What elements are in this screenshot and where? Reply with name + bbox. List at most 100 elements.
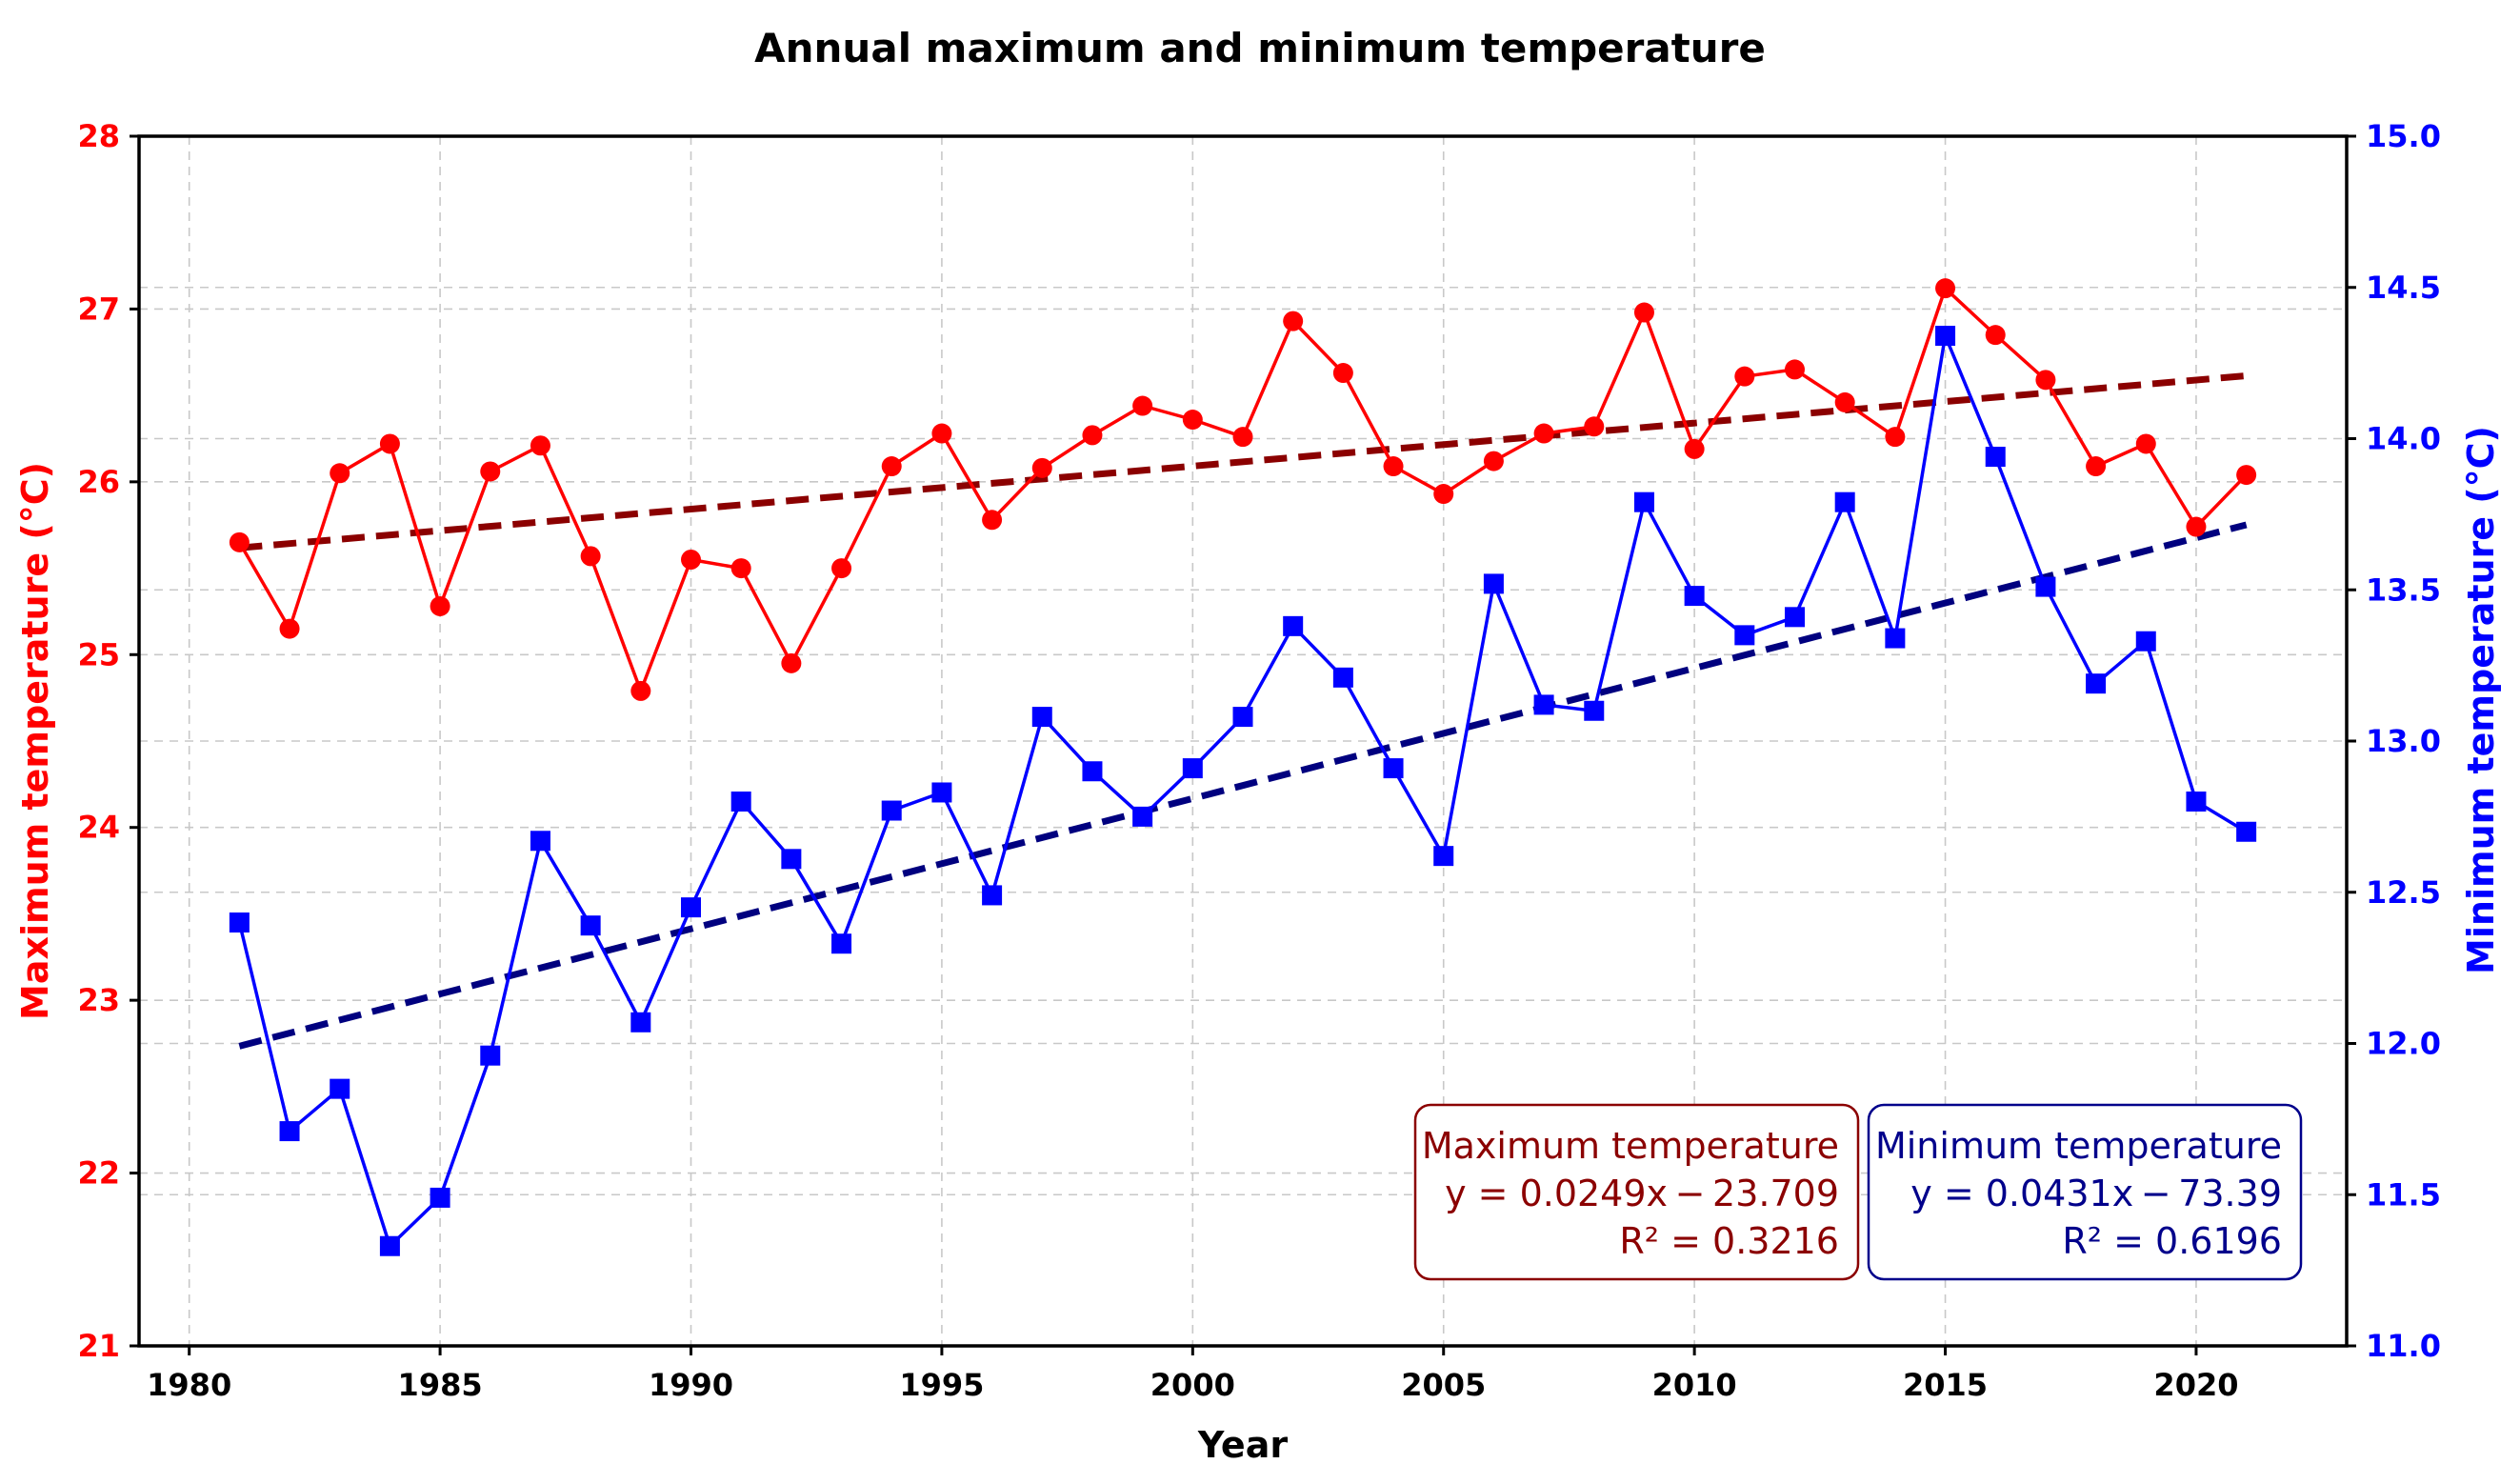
min-annotation-equation: y = 0.0431x − 73.39 <box>1910 1173 2282 1214</box>
min-annotation-title: Minimum temperature <box>1875 1125 2282 1167</box>
max-temperature-point <box>1734 366 1755 387</box>
max-temperature-point <box>1533 423 1554 444</box>
max-temperature-point <box>2236 465 2257 486</box>
y-right-tick-label: 14.0 <box>2366 421 2441 457</box>
max-temperature-point <box>630 680 651 701</box>
max-temperature-point <box>881 456 902 477</box>
max-temperature-point <box>2186 516 2207 537</box>
min-temperature-point <box>1082 761 1103 782</box>
min-annotation-box <box>1867 1103 2303 1281</box>
min-temperature-point <box>1383 758 1404 779</box>
max-temperature-point <box>1935 278 1956 299</box>
max-temperature-point <box>1584 416 1605 437</box>
max-temperature-point <box>1132 395 1153 416</box>
max-temperature-point <box>1332 363 1353 384</box>
min-temperature-point <box>1232 707 1253 728</box>
min-temperature-point <box>1834 491 1855 512</box>
y-axis-left: 21 22 23 24 25 26 27 28 <box>77 118 139 1364</box>
min-trend-annotation: Minimum temperature y = 0.0431x − 73.39 … <box>1867 1103 2303 1281</box>
y-left-tick-label: 28 <box>77 118 120 154</box>
y-right-tick-label: 13.5 <box>2366 572 2441 608</box>
min-temperature-point <box>2035 576 2056 597</box>
min-temperature-point <box>831 933 852 954</box>
x-tick-label: 2010 <box>1652 1367 1737 1403</box>
min-trendline <box>238 521 2248 1050</box>
max-temperature-point <box>1633 302 1654 323</box>
min-temperature-point <box>480 1045 501 1066</box>
x-axis: 1980 1985 1990 1995 2000 2005 2010 2015 2020 <box>147 1346 2238 1403</box>
min-temperature-point <box>580 915 601 936</box>
max-temperature-point <box>730 558 751 579</box>
max-annotation-r2: R² = 0.3216 <box>1619 1220 1839 1262</box>
min-temperature-point <box>1483 573 1504 594</box>
max-temperature-point <box>1483 451 1504 471</box>
max-temperature-point <box>530 435 550 456</box>
min-temperature-point <box>1031 707 1052 728</box>
min-temperature-point <box>982 885 1003 906</box>
max-temperature-point <box>1383 456 1404 477</box>
y-left-tick-label: 24 <box>77 810 120 846</box>
min-temperature-point <box>681 897 701 918</box>
max-temperature-point <box>1283 311 1304 331</box>
max-temperature-point <box>781 652 802 673</box>
min-temperature-point <box>931 782 952 803</box>
x-tick-label: 1985 <box>398 1367 483 1403</box>
y-left-tick-label: 23 <box>77 982 120 1018</box>
y-right-tick-label: 14.5 <box>2366 270 2441 306</box>
min-temperature-point <box>1684 586 1705 607</box>
y-right-tick-label: 12.5 <box>2366 874 2441 911</box>
min-temperature-point <box>1885 628 1906 649</box>
y-right-tick-label: 12.0 <box>2366 1026 2441 1062</box>
min-temperature-point <box>1182 758 1203 779</box>
max-temperature-point <box>982 510 1003 531</box>
min-temperature-point <box>1584 700 1605 721</box>
max-temperature-point <box>379 433 400 454</box>
max-trendline <box>239 371 2247 551</box>
min-temperature-point <box>229 912 250 933</box>
max-temperature-point <box>1232 427 1253 448</box>
max-annotation-equation: y = 0.0249x − 23.709 <box>1445 1173 1839 1214</box>
max-temperature-point <box>2086 456 2107 477</box>
max-trend-annotation: Maximum temperature y = 0.0249x − 23.709… <box>1413 1103 1860 1281</box>
max-temperature-point <box>931 423 952 444</box>
y-right-tick-label: 11.0 <box>2366 1328 2441 1364</box>
x-tick-label: 2000 <box>1150 1367 1235 1403</box>
min-temperature-point <box>1433 846 1454 867</box>
min-temperature-point <box>781 849 802 870</box>
min-temperature-point <box>1785 607 1805 628</box>
x-tick-label: 1980 <box>147 1367 231 1403</box>
min-temperature-point <box>881 800 902 821</box>
min-temperature-point <box>430 1187 450 1208</box>
min-temperature-point <box>2086 673 2107 694</box>
min-temperature-point <box>330 1078 350 1099</box>
x-axis-label: Year <box>1197 1424 1288 1466</box>
min-temperature-point <box>730 792 751 812</box>
max-temperature-point <box>2135 433 2156 454</box>
max-temperature-point <box>430 595 450 616</box>
max-temperature-point <box>1433 484 1454 505</box>
y-right-tick-label: 15.0 <box>2366 118 2441 154</box>
min-temperature-point <box>1283 615 1304 636</box>
max-temperature-point <box>831 558 852 579</box>
x-tick-label: 1990 <box>649 1367 733 1403</box>
min-temperature-point <box>1985 447 2006 468</box>
max-temperature-point <box>1031 457 1052 478</box>
max-temperature-point <box>1785 359 1805 380</box>
max-annotation-box <box>1413 1103 1860 1281</box>
min-temperature-point <box>1935 326 1956 347</box>
max-temperature-point <box>229 531 250 552</box>
max-temperature-point <box>580 546 601 567</box>
min-temperature-point <box>1734 625 1755 646</box>
max-temperature-point <box>1834 391 1855 412</box>
min-temperature-point <box>530 831 550 852</box>
max-temperature-point <box>279 618 300 639</box>
y-right-tick-label: 11.5 <box>2366 1176 2441 1213</box>
min-temperature-point <box>279 1121 300 1142</box>
max-temperature-point <box>1985 325 2006 346</box>
data-series <box>229 278 2257 1256</box>
min-temperature-point <box>1332 667 1353 688</box>
max-temperature-point <box>330 463 350 484</box>
min-temperature-point <box>1533 694 1554 715</box>
max-temperature-point <box>2035 370 2056 391</box>
